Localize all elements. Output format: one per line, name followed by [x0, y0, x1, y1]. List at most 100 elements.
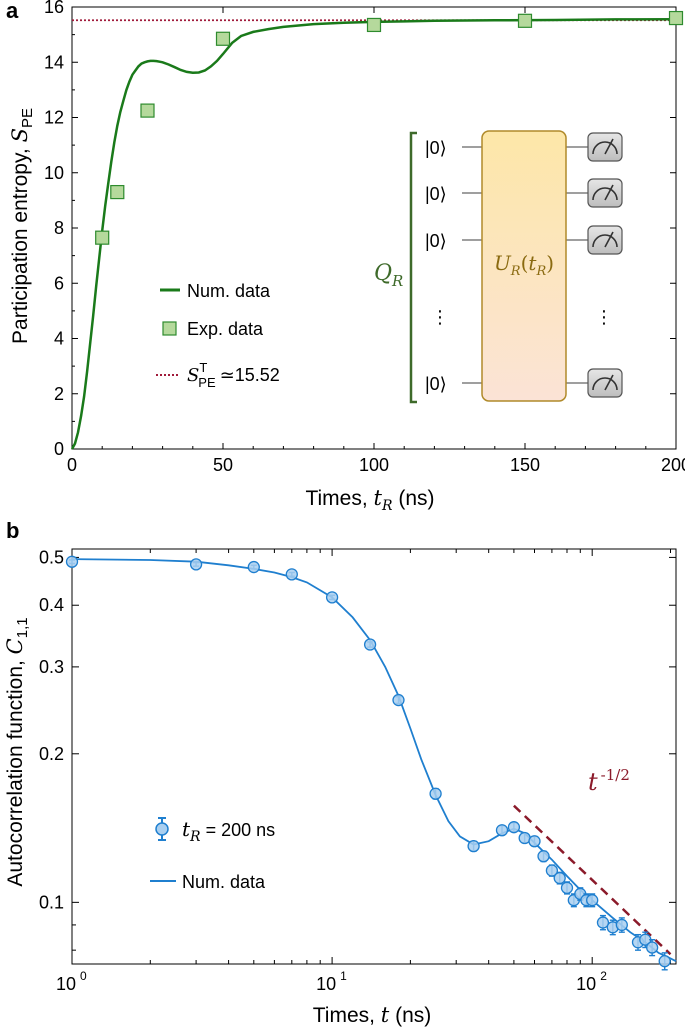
exp-data-point	[528, 835, 541, 848]
exp-data-point	[507, 821, 521, 834]
exp-marker	[560, 881, 574, 894]
panel-b-frame	[71, 548, 677, 965]
meter-needle	[604, 374, 614, 391]
panel-a-marks	[70, 10, 684, 450]
x-tick-label: 10	[316, 974, 336, 994]
x-tick-exponent: 1	[340, 969, 347, 983]
panel-b-legend: tR = 200 ns Num. data	[150, 817, 275, 892]
exp-data-point	[189, 558, 203, 571]
unitary-label: UR(tR)	[494, 251, 554, 279]
exp-marker	[467, 839, 480, 853]
exp-data-point	[325, 591, 339, 604]
legend-num-label: Num. data	[182, 872, 266, 892]
exp-data-point	[285, 568, 298, 581]
y-tick-label: 6	[54, 273, 64, 293]
num-data-line	[70, 17, 677, 450]
qubit-ket: |0⟩	[425, 138, 447, 158]
x-tick-exponent: 0	[80, 969, 87, 983]
measurement-meters	[587, 132, 623, 398]
meter-needle	[604, 138, 614, 155]
y-tick-label: 0.5	[39, 547, 64, 567]
exp-marker	[189, 558, 203, 571]
meter-arc	[592, 377, 618, 391]
y-tick-label: 0.2	[39, 744, 64, 764]
exp-marker	[65, 555, 79, 568]
meter-icon	[587, 132, 623, 162]
exp-data-point	[65, 555, 79, 568]
x-tick-label: 50	[213, 455, 233, 475]
exp-marker	[285, 568, 298, 581]
exp-marker	[247, 560, 260, 574]
power-law-guide	[513, 804, 672, 956]
meter-arc	[592, 141, 618, 155]
exp-data-point	[517, 13, 533, 28]
exp-marker	[507, 821, 521, 834]
exp-data-point	[668, 10, 684, 26]
legend-exp-marker	[162, 321, 177, 336]
panel-b-axes: 10 0 10 1 10 2 0.1 0.2 0.3 0.4 0.5	[39, 547, 677, 994]
exp-data-point	[639, 931, 652, 949]
exp-marker	[363, 638, 377, 651]
exp-data-point	[553, 871, 566, 885]
meter-body	[587, 132, 623, 162]
exp-marker	[392, 693, 405, 707]
qubit-ket: |0⟩	[425, 231, 447, 251]
exp-marker	[537, 850, 550, 863]
exp-data-point	[247, 560, 260, 574]
legend-exp-label: tR = 200 ns	[182, 817, 275, 845]
legend-num-label: Num. data	[187, 281, 271, 301]
exp-marker	[495, 824, 509, 837]
register-bracket	[409, 131, 417, 404]
panel-a-x-axis-label: Times, tR (ns)	[305, 486, 434, 514]
panel-b-y-axis-label: Autocorrelation function, C1,1	[3, 617, 31, 886]
exp-data-point	[658, 952, 671, 971]
exp-marker	[658, 955, 671, 968]
legend-exp-marker	[155, 822, 169, 836]
exp-data-point	[467, 839, 480, 853]
left-ellipsis: ⋮	[431, 307, 449, 327]
y-tick-label: 2	[54, 384, 64, 404]
legend-threshold-label: ST PE ≃15.52	[187, 360, 280, 390]
exp-data-point	[429, 787, 442, 800]
meter-needle	[604, 184, 614, 201]
qubit-wires: |0⟩ |0⟩ |0⟩ |0⟩	[425, 138, 588, 394]
qubit-ket: |0⟩	[425, 374, 447, 394]
exp-marker	[645, 941, 659, 954]
unitary-box	[481, 130, 567, 402]
y-tick-label: 0.1	[39, 892, 64, 912]
panel-a-y-axis-label: Participation entropy, SPE	[8, 108, 36, 344]
panel-a-legend: Num. data Exp. data ST PE ≃15.52	[156, 281, 280, 390]
exp-data-point	[95, 230, 110, 245]
exp-data-point	[140, 103, 155, 118]
panel-a-axes: 0 50 100 150 200 0 2 4 6 8 10 12 14 16	[44, 0, 685, 475]
panel-b: b 10 0 10 1 10 2 0.1 0.2 0.3 0.4 0.5 Times, t (ns)…	[3, 518, 677, 1027]
x-tick-exponent: 2	[600, 969, 607, 983]
y-tick-label: 16	[44, 0, 64, 17]
meter-icon	[587, 178, 623, 208]
x-tick-label: 150	[510, 455, 540, 475]
exp-data-point	[615, 917, 628, 933]
exp-data-point	[392, 693, 405, 707]
exp-data-point	[545, 864, 559, 877]
exp-data-point	[537, 850, 550, 863]
x-tick-label: 0	[67, 455, 77, 475]
exp-marker	[545, 864, 559, 877]
panel-b-x-axis-label: Times, t (ns)	[313, 1003, 432, 1027]
x-tick-label: 10	[56, 974, 76, 994]
meter-body	[587, 368, 623, 398]
y-tick-label: 8	[54, 218, 64, 238]
exp-marker	[615, 918, 628, 932]
exp-data-point	[560, 881, 574, 895]
register-label: QR	[374, 261, 403, 290]
x-tick-label: 100	[359, 455, 389, 475]
exp-data-point	[596, 914, 610, 931]
power-law-annotation: t -1/2	[588, 766, 630, 796]
panel-b-label: b	[6, 518, 19, 543]
exp-data-point	[645, 939, 659, 957]
panel-b-marks	[65, 555, 677, 971]
meter-body	[587, 225, 623, 255]
meter-icon	[587, 368, 623, 398]
y-tick-label: 4	[54, 329, 64, 349]
y-tick-label: 10	[44, 163, 64, 183]
